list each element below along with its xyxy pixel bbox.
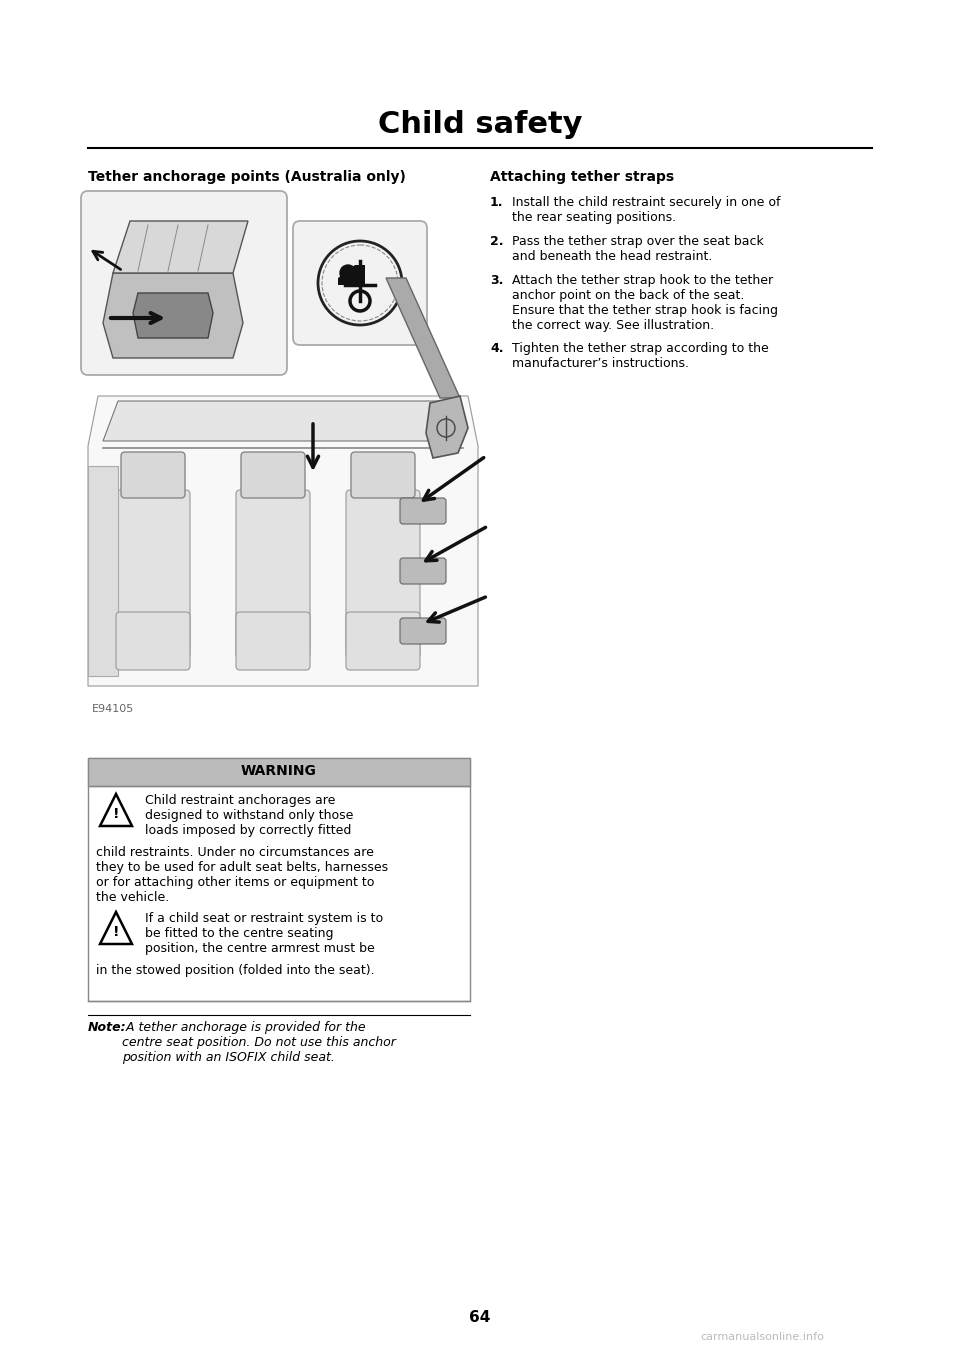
Polygon shape: [103, 401, 463, 441]
FancyBboxPatch shape: [236, 490, 310, 659]
Polygon shape: [426, 397, 468, 458]
Polygon shape: [88, 466, 118, 676]
Bar: [88, 758, 470, 786]
Text: Note:: Note:: [88, 1021, 127, 1033]
Polygon shape: [88, 397, 478, 686]
FancyBboxPatch shape: [346, 490, 420, 659]
FancyBboxPatch shape: [236, 612, 310, 669]
Polygon shape: [100, 913, 132, 944]
Text: Attach the tether strap hook to the tether
anchor point on the back of the seat.: Attach the tether strap hook to the teth…: [512, 274, 778, 331]
FancyBboxPatch shape: [116, 490, 190, 659]
FancyBboxPatch shape: [81, 191, 287, 375]
Text: Attaching tether straps: Attaching tether straps: [490, 170, 674, 183]
Text: Tether anchorage points (Australia only): Tether anchorage points (Australia only): [88, 170, 406, 183]
Text: A tether anchorage is provided for the
centre seat position. Do not use this anc: A tether anchorage is provided for the c…: [122, 1021, 396, 1065]
Bar: [88, 786, 470, 1001]
FancyBboxPatch shape: [293, 221, 427, 345]
Text: If a child seat or restraint system is to
be fitted to the centre seating
positi: If a child seat or restraint system is t…: [145, 913, 383, 955]
Polygon shape: [113, 221, 248, 273]
FancyBboxPatch shape: [351, 452, 415, 498]
Text: 4.: 4.: [490, 342, 503, 354]
Text: WARNING: WARNING: [241, 765, 317, 778]
Text: 2.: 2.: [490, 235, 503, 249]
Text: !: !: [112, 925, 119, 938]
Polygon shape: [133, 293, 213, 338]
Polygon shape: [386, 278, 460, 398]
Text: Install the child restraint securely in one of
the rear seating positions.: Install the child restraint securely in …: [512, 196, 780, 224]
Text: 1.: 1.: [490, 196, 503, 209]
Polygon shape: [338, 265, 365, 285]
Text: Child restraint anchorages are
designed to withstand only those
loads imposed by: Child restraint anchorages are designed …: [145, 794, 353, 837]
FancyBboxPatch shape: [241, 452, 305, 498]
Text: E94105: E94105: [92, 703, 134, 714]
FancyBboxPatch shape: [400, 618, 446, 644]
Text: Child safety: Child safety: [377, 110, 583, 139]
Text: Pass the tether strap over the seat back
and beneath the head restraint.: Pass the tether strap over the seat back…: [512, 235, 764, 263]
Text: carmanualsonline.info: carmanualsonline.info: [700, 1332, 824, 1342]
Text: 3.: 3.: [490, 274, 503, 287]
Text: child restraints. Under no circumstances are
they to be used for adult seat belt: child restraints. Under no circumstances…: [96, 846, 388, 904]
Text: Tighten the tether strap according to the
manufacturer’s instructions.: Tighten the tether strap according to th…: [512, 342, 769, 369]
FancyBboxPatch shape: [116, 612, 190, 669]
FancyBboxPatch shape: [400, 498, 446, 524]
Text: !: !: [112, 807, 119, 820]
FancyBboxPatch shape: [121, 452, 185, 498]
Text: 64: 64: [469, 1310, 491, 1325]
FancyBboxPatch shape: [346, 612, 420, 669]
FancyBboxPatch shape: [400, 558, 446, 584]
Circle shape: [340, 265, 356, 281]
Polygon shape: [103, 273, 243, 359]
Polygon shape: [100, 794, 132, 826]
Text: in the stowed position (folded into the seat).: in the stowed position (folded into the …: [96, 964, 374, 976]
Bar: [88, 758, 470, 786]
